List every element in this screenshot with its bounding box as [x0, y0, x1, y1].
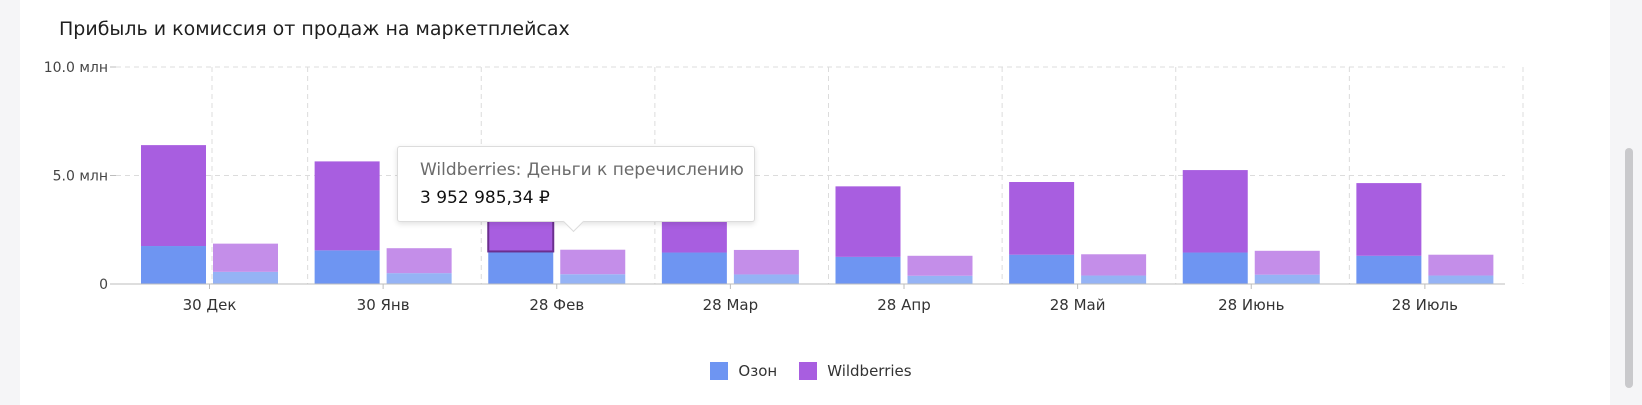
bar-wildberries: [560, 249, 626, 275]
bar-ozon: [213, 271, 278, 284]
bar-chart: 10.0 млн 5.0 млн 0 30 Дек 30 Янв 28 Фев 28 Мар…: [44, 60, 1524, 314]
bar-ozon: [1356, 255, 1422, 284]
legend-swatch-ozon: [710, 362, 729, 380]
tooltip-value: 3 952 985,34 ₽: [420, 188, 550, 208]
bar-ozon: [835, 256, 901, 284]
x-tick-label: 28 Фев: [529, 296, 584, 314]
bar-ozon: [314, 250, 380, 284]
bar-wildberries: [1009, 182, 1075, 255]
bar-ozon: [141, 246, 206, 284]
scrollbar-thumb[interactable]: [1625, 148, 1633, 388]
chart-title: Прибыль и комиссия от продаж на маркетпл…: [59, 18, 570, 40]
bar-ozon: [488, 251, 554, 284]
bar-ozon: [1182, 252, 1248, 284]
bar-wildberries: [1254, 250, 1320, 275]
x-tick-label: 28 Май: [1050, 296, 1106, 314]
bar-ozon: [386, 273, 452, 284]
x-tick-label: 30 Янв: [357, 296, 410, 314]
legend-swatch-wildberries: [799, 362, 818, 380]
y-tick-label: 10.0 млн: [44, 60, 108, 76]
bar-wildberries: [1428, 254, 1494, 276]
bar-wildberries: [835, 186, 901, 257]
chart-legend: Озон Wildberries: [20, 362, 1602, 380]
bar-wildberries: [1081, 254, 1147, 276]
bar-wildberries: [1356, 183, 1422, 256]
bar-ozon: [907, 275, 973, 284]
bar-wildberries: [1182, 170, 1248, 253]
x-tick-label: 30 Дек: [183, 296, 237, 314]
bar-wildberries: [386, 248, 452, 274]
x-tick-label: 28 Июнь: [1218, 296, 1284, 314]
bar-ozon: [1428, 275, 1494, 284]
bar-wildberries: [314, 161, 380, 251]
bar-ozon: [560, 274, 626, 284]
bar-ozon: [1009, 254, 1075, 284]
tooltip-title: Wildberries: Деньги к перечислению: [420, 160, 744, 180]
legend-item-wildberries[interactable]: Wildberries: [799, 362, 912, 380]
y-tick-label: 5.0 млн: [53, 169, 108, 185]
bar-wildberries: [141, 145, 206, 247]
bar-wildberries: [733, 249, 799, 275]
chart-tooltip: Wildberries: Деньги к перечислению 3 952…: [397, 146, 755, 233]
y-tick-label: 0: [99, 277, 108, 293]
bar-ozon: [1254, 274, 1320, 284]
bar-wildberries: [907, 255, 973, 276]
bar-ozon: [661, 252, 727, 284]
bar-wildberries: [213, 243, 278, 272]
legend-item-ozon[interactable]: Озон: [710, 362, 777, 380]
legend-label-wildberries: Wildberries: [827, 362, 912, 380]
x-tick-label: 28 Мар: [703, 296, 759, 314]
scrollbar-track[interactable]: [1614, 0, 1642, 405]
bar-ozon: [733, 274, 799, 284]
bar-ozon: [1081, 275, 1147, 284]
x-tick-label: 28 Июль: [1392, 296, 1458, 314]
x-tick-label: 28 Апр: [877, 296, 930, 314]
legend-label-ozon: Озон: [738, 362, 778, 380]
chart-card: Прибыль и комиссия от продаж на маркетпл…: [20, 0, 1610, 405]
